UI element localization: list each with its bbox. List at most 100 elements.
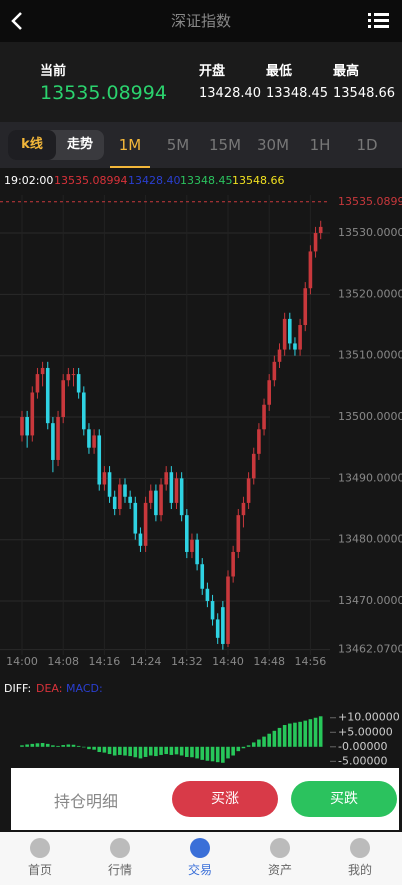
high-label: 最高 [333, 64, 360, 79]
mode-tab[interactable]: k线 [8, 130, 56, 160]
candle-body [246, 478, 251, 503]
macd-bar [195, 746, 199, 759]
y-tick-label: 13530.0000 [338, 226, 402, 239]
macd-bar [200, 746, 205, 760]
macd-bar [262, 736, 266, 747]
period-tab[interactable]: 1D [356, 136, 378, 154]
period-tab[interactable]: 1H [309, 136, 331, 154]
info-time: 19:02:00 [4, 174, 53, 187]
macd-bar [66, 744, 71, 747]
macd-bar [128, 746, 132, 757]
nav-icon [190, 838, 210, 858]
macd-bar [185, 746, 189, 757]
macd-bar [272, 730, 277, 747]
candle-body [20, 417, 24, 436]
candle-body [51, 423, 55, 460]
macd-bar [303, 720, 308, 747]
macd-bar [298, 721, 302, 747]
low-value: 13348.45 [266, 86, 329, 101]
candle-body [45, 367, 50, 424]
macd-bar [159, 746, 163, 755]
candle-body [277, 349, 282, 362]
macd-bar [313, 717, 318, 747]
candle-body [154, 490, 158, 516]
candle-body [190, 539, 194, 552]
candle-body [143, 502, 148, 546]
macd-bar [246, 745, 251, 747]
period-tab[interactable]: 5M [166, 136, 190, 154]
y-tick-label: 13510.0000 [338, 349, 402, 362]
macd-bar [143, 746, 148, 757]
macd-bar [107, 746, 112, 755]
nav-item[interactable]: 资产 [240, 832, 320, 878]
macd-bar [293, 722, 297, 747]
current-label: 当前 [40, 64, 67, 79]
candle-body [236, 515, 241, 552]
nav-label: 我的 [347, 863, 372, 877]
macd-bar [20, 745, 24, 747]
page-title: 深证指数 [170, 12, 231, 30]
candle-body [200, 564, 205, 589]
macd-bar [30, 743, 35, 747]
macd-bar [112, 746, 117, 756]
last-price-label: 13535.08994 [338, 195, 402, 208]
candle-body [303, 288, 308, 326]
action-bar: 持仓明细 买涨 买跌 [11, 768, 399, 830]
menu-button[interactable] [368, 12, 390, 30]
period-tab[interactable]: 15M [208, 136, 242, 154]
y-tick-label: 13462.0700 [338, 643, 402, 656]
x-tick-label: 14:24 [130, 655, 162, 668]
macd-bar [164, 746, 168, 755]
period-tab[interactable]: 30M [256, 136, 290, 154]
nav-item[interactable]: 交易 [160, 832, 240, 878]
macd-legend: DIFF: [4, 682, 31, 695]
candle-body [215, 619, 220, 638]
x-tick-label: 14:16 [89, 655, 121, 668]
nav-label: 资产 [267, 863, 292, 877]
nav-item[interactable]: 首页 [0, 832, 80, 878]
candle-body [159, 484, 163, 516]
candle-body [308, 251, 313, 289]
candle-body [313, 233, 318, 252]
macd-bar [226, 746, 230, 759]
candle-body [251, 453, 256, 479]
macd-bar [35, 743, 40, 747]
macd-bar [241, 746, 246, 749]
buy-up-button[interactable]: 买涨 [172, 781, 278, 817]
candle-body [118, 484, 122, 510]
nav-label: 行情 [107, 863, 132, 877]
buy-down-button[interactable]: 买跌 [291, 781, 397, 817]
candle-body [128, 496, 132, 503]
candle-body [257, 429, 261, 454]
candle-body [112, 496, 117, 510]
macd-bar [288, 723, 292, 747]
position-detail[interactable]: 持仓明细 [54, 792, 119, 811]
nav-label: 首页 [27, 863, 52, 877]
nav-item[interactable]: 我的 [320, 832, 400, 878]
info-value: 13428.40 [128, 174, 181, 187]
candle-body [318, 226, 323, 234]
x-tick-label: 14:32 [171, 655, 203, 668]
candle-body [221, 607, 225, 644]
candle-body [76, 374, 81, 393]
nav-item[interactable]: 行情 [80, 832, 160, 878]
candle-body [30, 392, 35, 436]
macd-bar [257, 739, 261, 747]
candle-body [138, 533, 143, 546]
y-tick-label: -0.00000 [338, 740, 387, 753]
candle-body [35, 374, 40, 393]
macd-bar [267, 733, 271, 747]
period-tab[interactable]: 1M [110, 122, 150, 168]
nav-icon [30, 838, 50, 858]
tab-bar: k线 走势 1M 5M 15M 30M 1H 1D [0, 122, 402, 168]
open-label: 开盘 [199, 64, 226, 79]
candle-body [56, 417, 60, 460]
macd-bar [102, 746, 107, 753]
mode-tab[interactable]: 走势 [66, 137, 93, 152]
x-tick-label: 14:48 [253, 655, 285, 668]
back-button[interactable] [8, 10, 28, 32]
candle-body [179, 478, 184, 516]
candle-body [298, 325, 302, 350]
macd-bar [51, 745, 55, 747]
macd-bar [61, 745, 65, 747]
